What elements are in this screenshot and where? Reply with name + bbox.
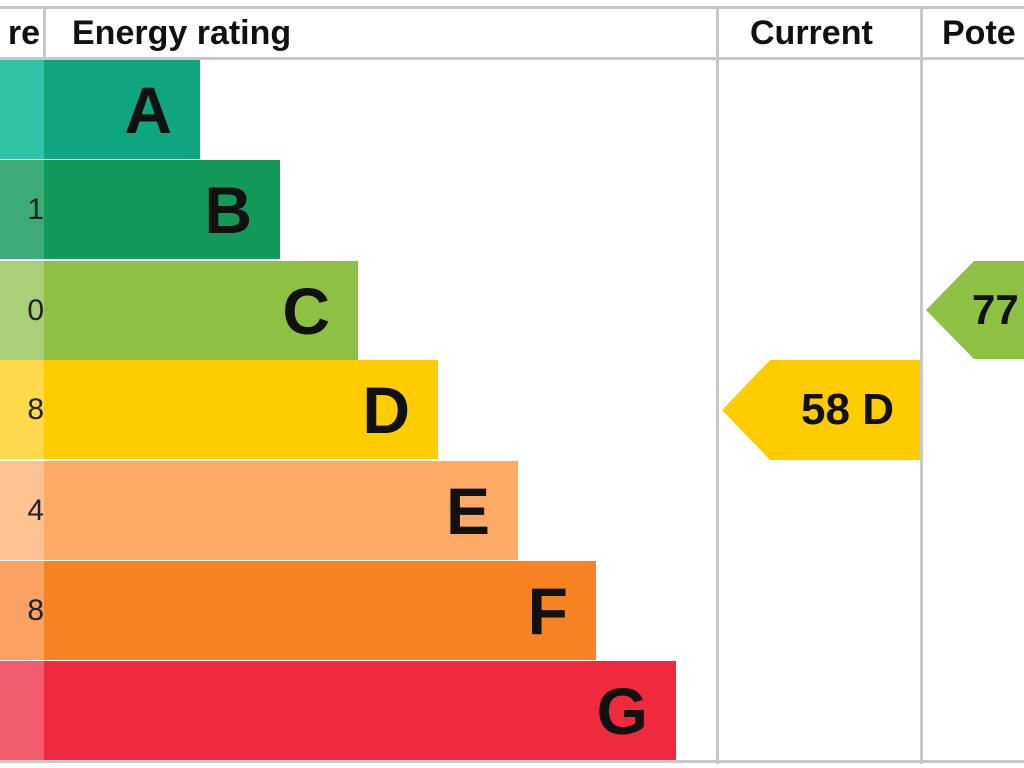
header-potential: Pote [942, 14, 1016, 52]
potential-rating-arrow: 77 [926, 261, 1024, 359]
band-e-score-range: 4 [0, 461, 44, 560]
band-f-score-range: 8 [0, 561, 44, 660]
header-energy-rating: Energy rating [72, 14, 292, 52]
chart-bottom-border [0, 760, 1024, 763]
header-score: re [7, 14, 40, 52]
header-current: Current [750, 14, 873, 52]
band-a-score-range [0, 60, 44, 159]
band-b-bar: B [44, 160, 280, 259]
potential-rating-label: 77 [972, 286, 1019, 333]
band-g-score-range [0, 661, 44, 760]
current-rating-label: 58 D [801, 385, 894, 434]
header-top-border [0, 6, 1024, 9]
band-letter: G [596, 673, 648, 748]
current-rating-arrow: 58 D [722, 360, 920, 460]
band-d-score-range: 8 [0, 360, 44, 459]
band-letter: E [445, 473, 490, 548]
band-g-bar: G [44, 661, 676, 760]
band-letter: A [124, 72, 172, 147]
band-c-score-range: 0 [0, 261, 44, 360]
band-letter: F [527, 573, 568, 648]
band-d-bar: D [44, 360, 438, 459]
band-a-bar: A [44, 60, 200, 159]
band-letter: C [282, 273, 330, 348]
band-f-bar: F [44, 561, 596, 660]
column-divider-current [716, 6, 719, 764]
band-letter: B [204, 172, 252, 247]
band-letter: D [362, 372, 410, 447]
column-divider-potential [920, 6, 923, 764]
band-e-bar: E [44, 461, 518, 560]
column-divider [43, 6, 46, 58]
band-c-bar: C [44, 261, 358, 360]
header-bottom-border [0, 57, 1024, 60]
band-b-score-range: 1 [0, 160, 44, 259]
